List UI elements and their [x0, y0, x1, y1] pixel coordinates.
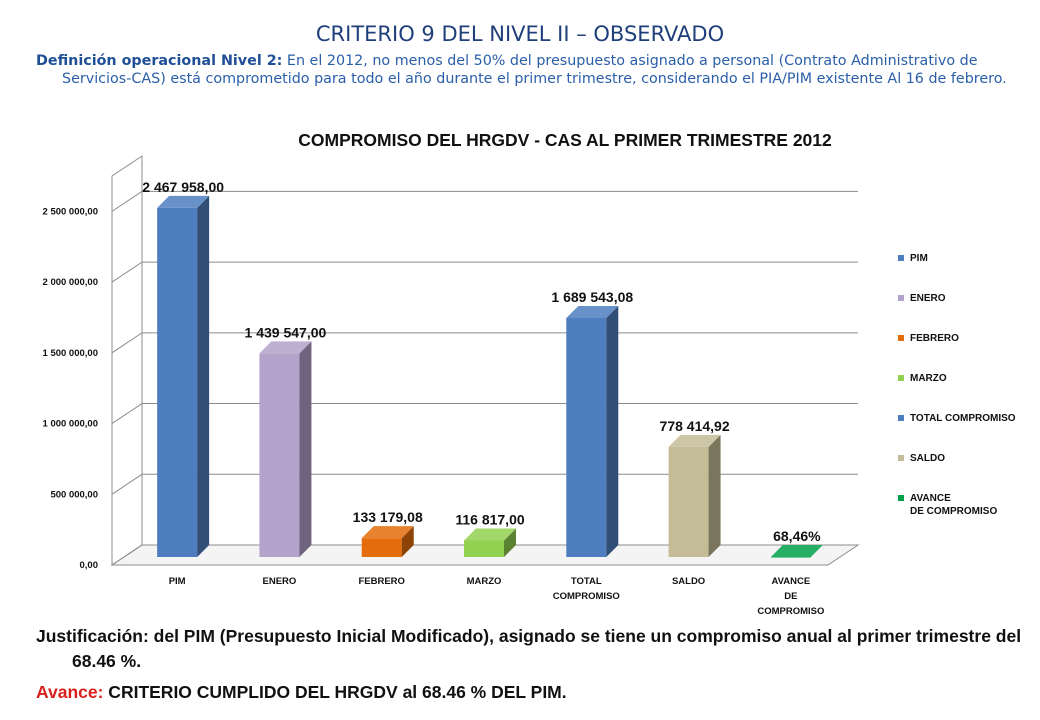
x-tick-label: FEBRERO — [358, 576, 404, 587]
bar-front — [668, 446, 709, 557]
bar-side — [606, 306, 619, 557]
x-tick-line: FEBRERO — [358, 576, 404, 587]
gridline — [111, 403, 858, 424]
x-tick-line: AVANCE — [771, 576, 810, 587]
legend-label: FEBRERO — [910, 333, 959, 344]
operational-definition: Definición operacional Nivel 2: En el 20… — [36, 52, 1040, 88]
legend-swatch — [898, 335, 904, 341]
bar-front — [566, 318, 607, 557]
bar-top — [157, 195, 210, 208]
x-tick-line: PIM — [169, 576, 186, 587]
bar-top — [259, 341, 312, 354]
gridline — [111, 544, 858, 566]
bar — [770, 545, 823, 558]
x-tick-line: SALDO — [672, 576, 705, 587]
bar-side — [504, 528, 516, 557]
bar — [259, 341, 312, 557]
bar-chart: 0,00 500 000,00 1 000 000,00 1 500 000,00 2 … — [43, 155, 860, 617]
page-title: CRITERIO 9 DEL NIVEL II – OBSERVADO — [315, 22, 725, 46]
bar-value-label: 778 414,92 — [660, 418, 730, 434]
avance-line: Avance: CRITERIO CUMPLIDO DEL HRGDV al 6… — [36, 682, 567, 703]
bar-side — [708, 434, 721, 557]
bar-value-label: 116 817,00 — [455, 511, 525, 527]
gridline — [111, 473, 858, 495]
bar — [157, 195, 210, 557]
chart-title: COMPROMISO DEL HRGDV - CAS AL PRIMER TRI… — [298, 130, 832, 150]
x-tick-label: AVANCE DE COMPROMISO — [757, 576, 824, 617]
legend-label: SALDO — [910, 453, 945, 464]
bar-value-label: 2 467 958,00 — [142, 179, 224, 195]
plot-side-wall — [111, 155, 143, 566]
legend-swatch — [898, 495, 904, 501]
x-tick-line: DE — [784, 591, 797, 602]
legend-label: MARZO — [910, 373, 947, 384]
x-tick-line: COMPROMISO — [757, 606, 824, 617]
x-tick-label: ENERO — [263, 576, 297, 587]
legend-swatch — [898, 255, 904, 261]
legend-label: AVANCE DE COMPROMISO — [910, 493, 998, 517]
bar-value-label: 1 439 547,00 — [245, 324, 327, 340]
y-tick-label: 1 500 000,00 — [43, 348, 98, 359]
bar-top — [361, 526, 414, 539]
bar-value-label: 68,46% — [773, 528, 821, 544]
bar-front — [770, 557, 811, 558]
y-tick-label: 2 000 000,00 — [43, 277, 98, 288]
avance-label: Avance: — [36, 682, 104, 702]
bar — [361, 526, 414, 557]
bar-value-label: 1 689 543,08 — [551, 289, 633, 305]
y-tick-label: 0,00 — [80, 560, 99, 571]
y-tick-label: 500 000,00 — [50, 489, 98, 500]
legend-swatch — [898, 455, 904, 461]
legend-swatch — [898, 415, 904, 421]
avance-text: CRITERIO CUMPLIDO DEL HRGDV al 68.46 % D… — [103, 682, 567, 702]
bar — [668, 434, 721, 557]
legend-swatch — [898, 295, 904, 301]
bar-front — [157, 207, 198, 557]
x-tick-label: SALDO — [672, 576, 705, 587]
bar-value-label: 133 179,08 — [353, 509, 423, 525]
x-tick-label: TOTAL COMPROMISO — [553, 576, 620, 602]
legend-label: PIM — [910, 253, 928, 264]
gridline — [111, 332, 858, 354]
bar-side — [197, 195, 210, 557]
bar-top — [464, 528, 516, 541]
bar — [566, 306, 619, 557]
bar-side — [299, 341, 312, 557]
bar — [464, 528, 516, 557]
bar-top — [668, 434, 721, 447]
x-tick-line: ENERO — [263, 576, 297, 587]
y-tick-label: 1 000 000,00 — [43, 419, 98, 430]
definition-label: Definición operacional Nivel 2: — [36, 53, 283, 69]
bar-top — [566, 306, 619, 319]
bar-front — [259, 353, 300, 557]
legend-swatch — [898, 375, 904, 381]
legend-label: ENERO — [910, 293, 946, 304]
x-tick-line: COMPROMISO — [553, 591, 620, 602]
bar-front — [464, 540, 504, 557]
gridline — [111, 261, 858, 283]
definition-text: En el 2012, no menos del 50% del presupu… — [62, 53, 1007, 87]
x-tick-label: MARZO — [467, 576, 502, 587]
justification-text: Justificación: del PIM (Presupuesto Inic… — [36, 626, 1022, 671]
bar-side — [401, 526, 414, 557]
bar-top — [770, 545, 823, 557]
bar-front — [361, 538, 402, 557]
y-tick-label: 2 500 000,00 — [43, 206, 98, 217]
legend-label: TOTAL COMPROMISO — [910, 413, 1016, 424]
x-tick-label: PIM — [169, 576, 186, 587]
gridline — [111, 190, 858, 212]
x-tick-line: TOTAL — [571, 576, 602, 587]
x-tick-line: MARZO — [467, 576, 502, 587]
